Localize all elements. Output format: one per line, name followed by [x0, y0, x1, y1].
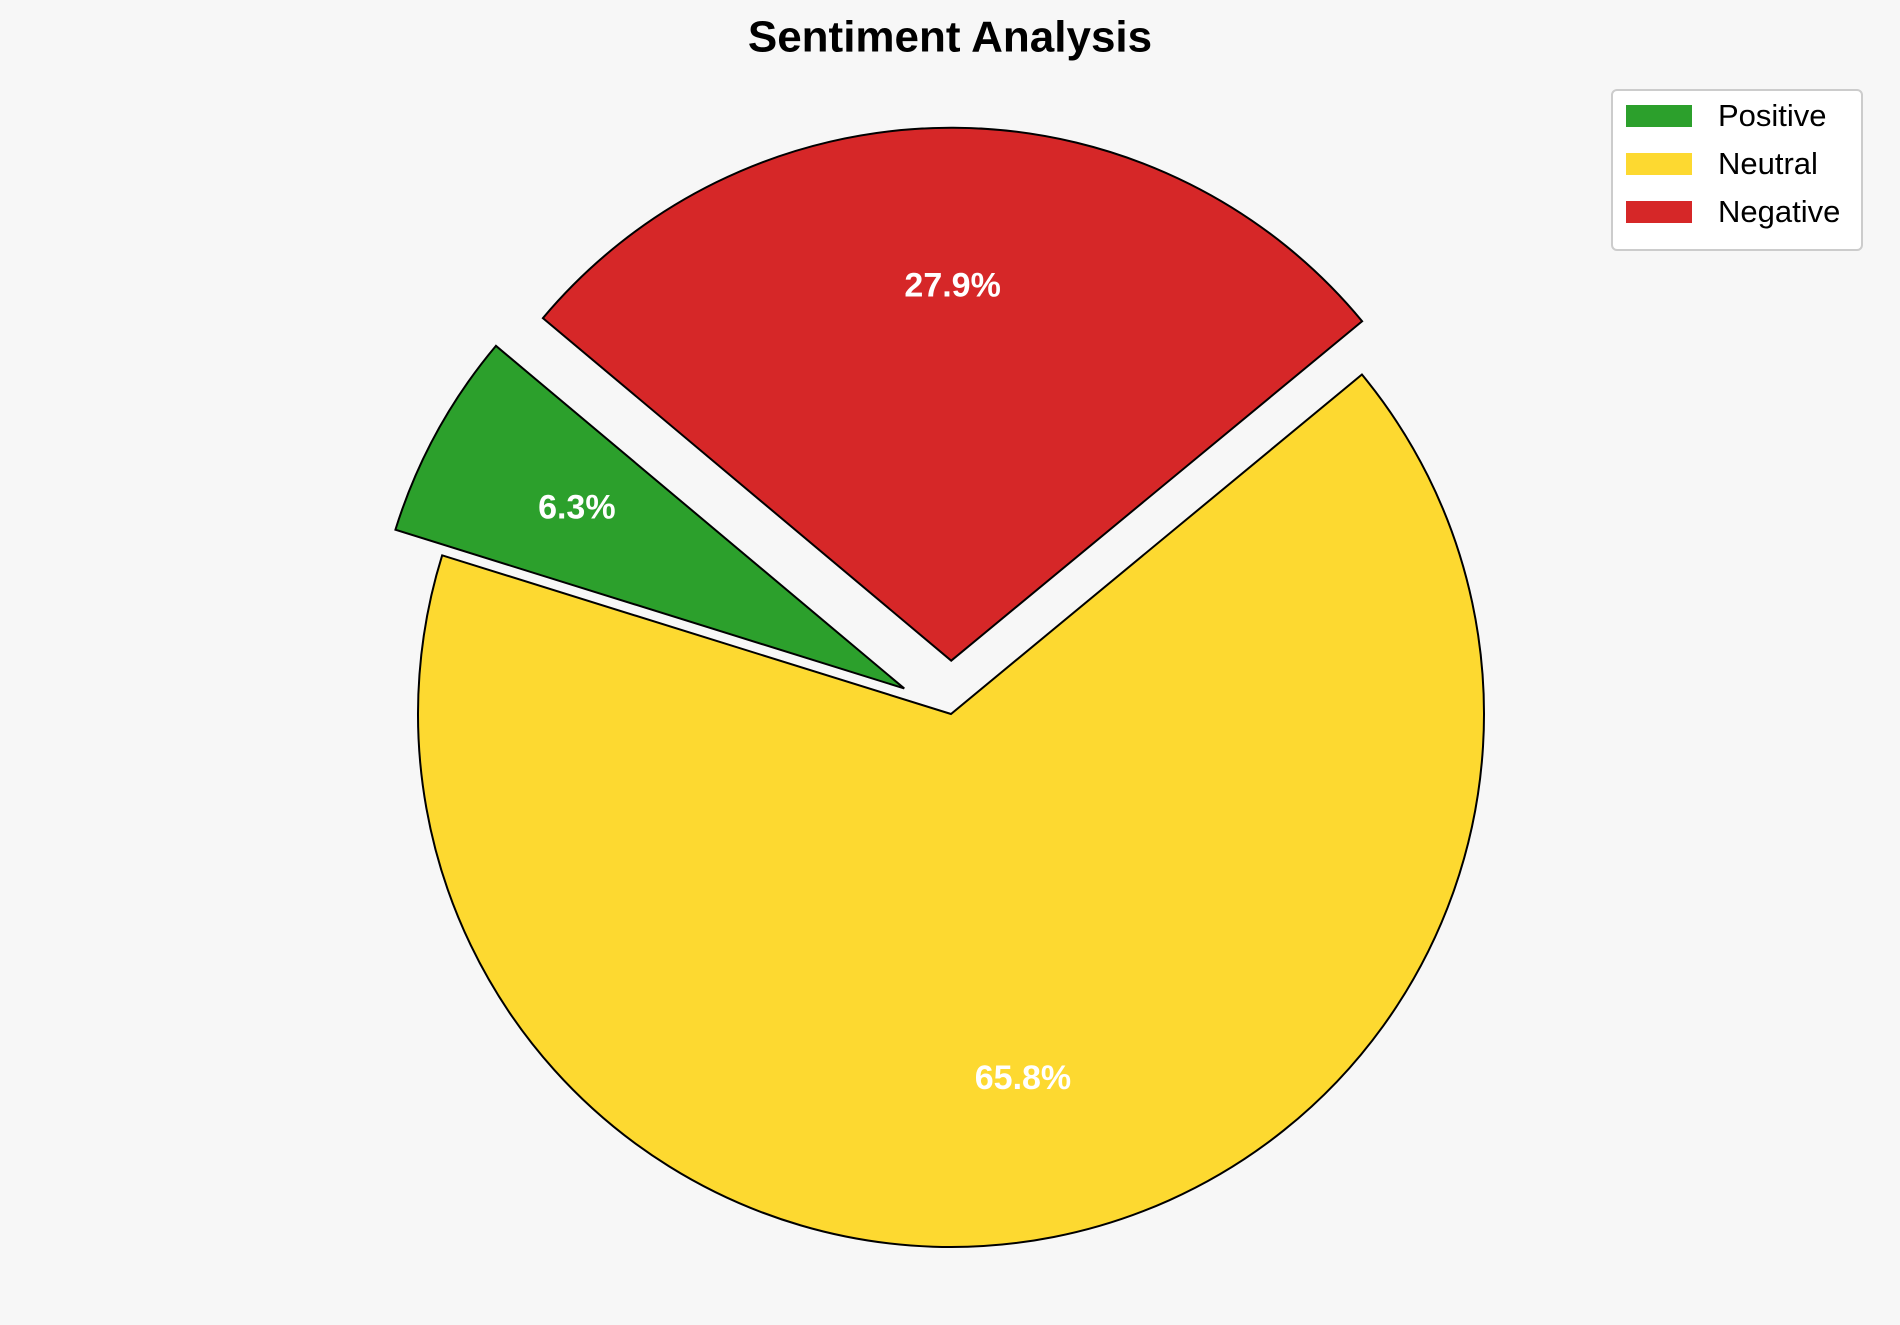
- legend-label: Neutral: [1718, 146, 1818, 181]
- slice-label: 65.8%: [975, 1059, 1071, 1097]
- legend-swatch: [1626, 153, 1692, 175]
- slice-label: 6.3%: [538, 488, 616, 526]
- legend-label: Negative: [1718, 194, 1840, 229]
- slice-label: 27.9%: [904, 267, 1000, 305]
- legend-swatch: [1626, 201, 1692, 223]
- pie-slice: [417, 373, 1485, 1248]
- legend-swatch: [1626, 105, 1692, 127]
- chart-title: Sentiment Analysis: [748, 13, 1152, 62]
- pie-slice: [541, 126, 1364, 663]
- legend-label: Positive: [1718, 98, 1827, 133]
- pie-slice: [394, 344, 905, 690]
